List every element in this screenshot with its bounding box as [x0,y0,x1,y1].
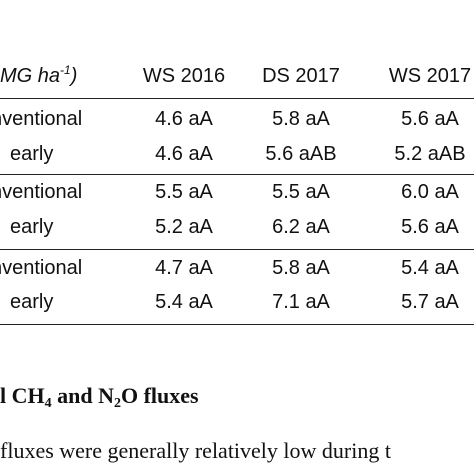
row-label-conventional: nventional [0,181,83,203]
table-cell: 5.6 aA [401,108,459,130]
table-cell: 6.0 aA [401,181,459,203]
group-divider [0,174,474,175]
heading-part: O fluxes [120,383,199,408]
table-cell: 5.4 aA [155,291,213,313]
section-heading: l CH4 and N2O fluxes [0,383,199,411]
group-divider [0,249,474,250]
unit-suffix: ) [70,65,78,87]
header-divider [0,98,474,99]
table-cell: 4.7 aA [155,257,213,279]
row-label-early: early [10,216,54,238]
body-paragraph: fluxes were generally relatively low dur… [0,438,391,463]
table-cell: 5.6 aAB [265,143,337,165]
table-bottom-rule [0,324,474,325]
table-cell: 4.6 aA [155,143,213,165]
table-cell: 5.8 aA [272,257,330,279]
column-header-ws2016: WS 2016 [142,65,226,87]
row-label-conventional: nventional [0,108,83,130]
table-cell: 4.6 aA [155,108,213,130]
heading-subscript: 2 [113,396,121,411]
row-label-early: early [10,291,54,313]
table-cell: 7.1 aA [272,291,330,313]
table-cell: 5.6 aA [401,216,459,238]
heading-subscript: 4 [44,396,52,411]
table-cell: 5.2 aAB [394,143,466,165]
column-header-ws2017: WS 2017 [388,65,472,87]
table-cell: 6.2 aA [272,216,330,238]
table-cell: 5.8 aA [272,108,330,130]
table-cell: 5.5 aA [155,181,213,203]
table-cell: 5.5 aA [272,181,330,203]
table-cell: 5.2 aA [155,216,213,238]
column-header-ds2017: DS 2017 [262,65,340,87]
table-cell: 5.4 aA [401,257,459,279]
heading-part: and N [51,383,114,408]
unit-superscript: -1 [60,63,71,77]
row-label-conventional: nventional [0,257,83,279]
heading-part: l CH [0,383,45,408]
table-cell: 5.7 aA [401,291,459,313]
unit-prefix: MG ha [0,65,61,87]
unit-header: MG ha-1) [0,64,77,88]
row-label-early: early [10,143,54,165]
